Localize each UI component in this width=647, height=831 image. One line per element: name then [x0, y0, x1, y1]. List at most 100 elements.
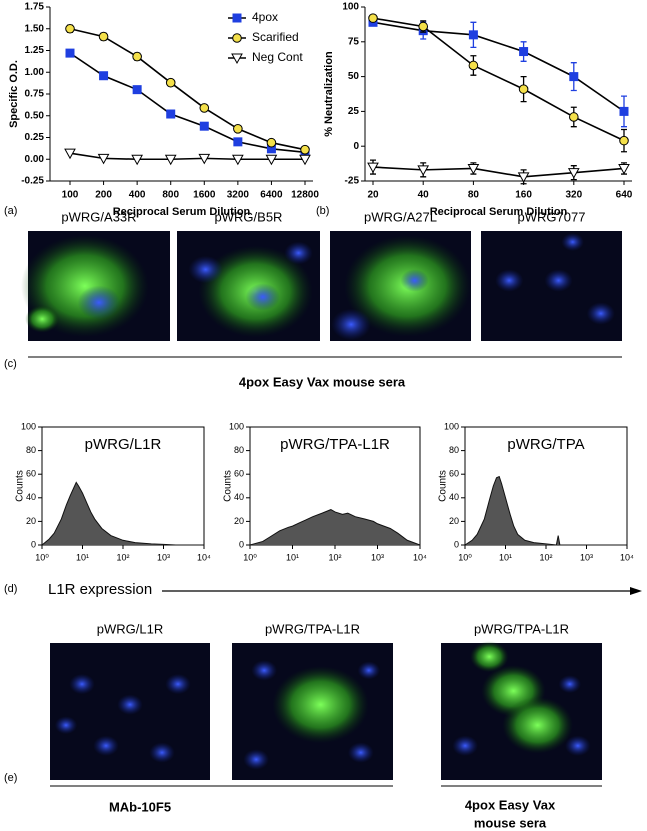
y-tick-label: 0.50 — [25, 110, 45, 121]
y-axis-label: Counts — [223, 470, 234, 502]
series-line — [69, 152, 305, 161]
marker — [619, 135, 629, 146]
marker — [618, 163, 630, 175]
marker — [519, 47, 529, 57]
image-label: pWRG/TPA-L1R — [265, 621, 360, 636]
y-tick-label: 40 — [449, 492, 459, 502]
histogram-outline — [41, 481, 204, 546]
legend-label: 4pox — [252, 10, 278, 24]
marker — [132, 85, 142, 95]
histogram-fill — [42, 482, 204, 545]
y-tick-label: 100 — [21, 421, 36, 431]
marker — [368, 13, 378, 23]
panel-letter: (e) — [4, 772, 17, 784]
marker — [64, 148, 76, 160]
nucleus — [400, 269, 429, 292]
x-tick-label: 320 — [565, 190, 582, 201]
nucleus — [347, 742, 374, 763]
x-tick-label: 10⁰ — [243, 552, 257, 562]
nucleus — [331, 308, 371, 341]
y-tick-label: -0.25 — [21, 176, 44, 187]
marker — [166, 109, 176, 119]
series-line — [372, 17, 625, 142]
x-tick-label: 3200 — [227, 190, 250, 201]
y-tick-label: 75 — [348, 36, 360, 47]
x-tick-label: 10³ — [580, 552, 593, 562]
y-tick-label: 20 — [234, 516, 244, 526]
marker — [199, 121, 209, 131]
y-tick-label: 25 — [348, 106, 360, 117]
x-tick-label: 1600 — [193, 190, 216, 201]
y-tick-label: 100 — [229, 421, 244, 431]
marker — [131, 154, 143, 166]
nucleus — [284, 241, 313, 265]
y-tick-label: 100 — [342, 2, 359, 13]
x-tick-label: 10⁴ — [197, 552, 211, 562]
series-line — [372, 166, 625, 178]
y-tick-label: 60 — [234, 469, 244, 479]
x-tick-label: 400 — [129, 190, 146, 201]
nucleus — [117, 694, 143, 715]
marker — [164, 154, 177, 166]
image-label: pWRG/A27L — [364, 209, 437, 224]
y-axis-label: Counts — [438, 470, 449, 502]
y-tick-label: 1.00 — [25, 67, 45, 78]
x-tick-label: 10³ — [371, 552, 384, 562]
y-tick-label: 1.50 — [25, 23, 45, 34]
histogram-fill — [250, 509, 420, 545]
image-label: pWRG7077 — [518, 209, 586, 224]
y-axis-label: % Neutralization — [323, 51, 335, 137]
x-tick-label: 10⁴ — [413, 552, 427, 562]
y-tick-label: 80 — [234, 445, 244, 455]
histogram-outline — [464, 475, 627, 546]
marker — [299, 154, 311, 166]
marker — [232, 154, 244, 166]
marker — [567, 168, 580, 179]
caption: 4pox Easy Vax mouse sera — [239, 374, 406, 389]
plot-title: pWRG/TPA — [507, 436, 584, 453]
x-tick-label: 10⁴ — [620, 552, 634, 562]
x-tick-label: 10² — [328, 552, 341, 562]
nucleus — [586, 302, 615, 325]
x-tick-label: 6400 — [260, 190, 283, 201]
x-tick-label: 10¹ — [286, 552, 299, 562]
caption: 4pox Easy Vax — [465, 797, 556, 812]
y-tick-label: 0 — [239, 539, 244, 549]
nucleus — [561, 232, 584, 252]
x-axis-label: Reciprocal Serum Dilution — [430, 206, 568, 218]
green-stain — [502, 696, 574, 754]
marker — [233, 137, 243, 147]
nucleus — [77, 285, 121, 320]
green-stain — [25, 305, 60, 333]
y-tick-label: 0 — [454, 539, 459, 549]
x-tick-label: 10¹ — [499, 552, 512, 562]
nucleus — [93, 735, 119, 756]
marker — [418, 21, 429, 32]
marker — [517, 172, 530, 183]
y-tick-label: -25 — [345, 176, 360, 187]
marker — [231, 53, 243, 65]
y-tick-label: 40 — [26, 492, 36, 502]
marker — [569, 112, 579, 122]
nucleus — [149, 742, 175, 763]
y-tick-label: 100 — [444, 421, 459, 431]
marker — [367, 162, 379, 174]
y-tick-label: 60 — [449, 469, 459, 479]
x-tick-label: 100 — [62, 190, 79, 201]
y-axis-label: Counts — [15, 470, 26, 502]
marker — [199, 103, 210, 113]
panel-letter: (d) — [4, 583, 17, 595]
marker — [65, 48, 75, 58]
image-label: pWRG/B5R — [215, 209, 283, 224]
x-tick-label: 10³ — [157, 552, 170, 562]
nucleus — [188, 255, 223, 284]
y-tick-label: 20 — [449, 516, 459, 526]
series-line — [69, 52, 306, 154]
marker — [467, 163, 480, 175]
y-tick-label: 40 — [234, 492, 244, 502]
y-tick-label: 50 — [348, 71, 360, 82]
marker — [300, 144, 310, 155]
marker — [232, 13, 242, 23]
x-tick-label: 10¹ — [76, 552, 89, 562]
x-tick-label: 10⁰ — [35, 552, 49, 562]
